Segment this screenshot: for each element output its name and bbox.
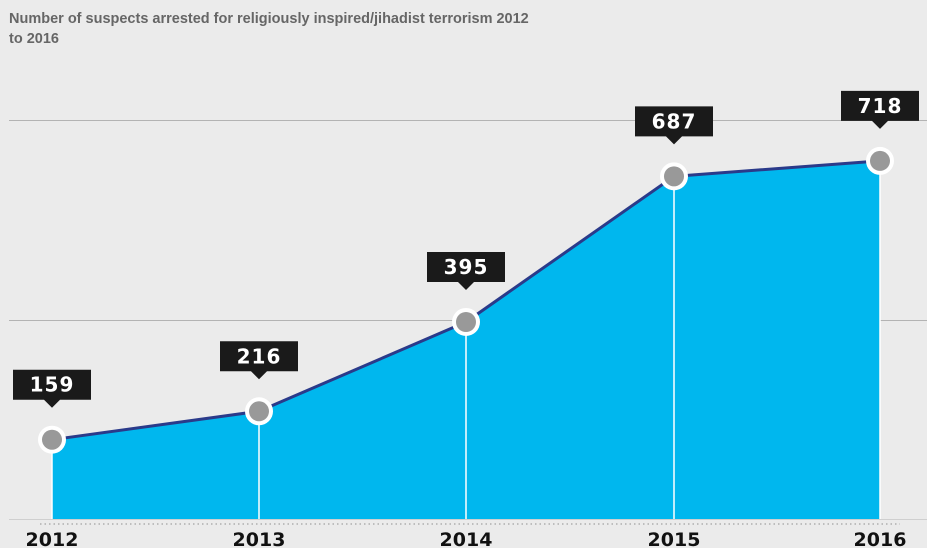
- chart-title: Number of suspects arrested for religiou…: [9, 11, 529, 47]
- data-label-2015: 687: [652, 109, 697, 133]
- marker-2016: [870, 150, 890, 171]
- marker-2012: [42, 429, 62, 450]
- data-label-2012: 159: [30, 373, 75, 397]
- marker-2014: [456, 311, 476, 332]
- x-tick-label-2015: 2015: [648, 529, 701, 548]
- x-tick-label-2014: 2014: [440, 529, 493, 548]
- data-label-box-2015: [635, 106, 713, 145]
- data-label-2013: 216: [237, 344, 282, 368]
- data-label-2016: 718: [858, 94, 903, 118]
- data-label-box-2014: [427, 251, 505, 290]
- data-label-box-2016: [841, 90, 919, 129]
- data-label-box-2012: [13, 369, 91, 408]
- x-tick-label-2013: 2013: [233, 529, 286, 548]
- data-label-2014: 395: [444, 255, 489, 279]
- marker-2013: [249, 401, 269, 422]
- data-label-box-2013: [220, 341, 298, 380]
- marker-2015: [664, 166, 684, 187]
- x-tick-label-2016: 2016: [854, 529, 907, 548]
- x-tick-label-2012: 2012: [26, 529, 79, 548]
